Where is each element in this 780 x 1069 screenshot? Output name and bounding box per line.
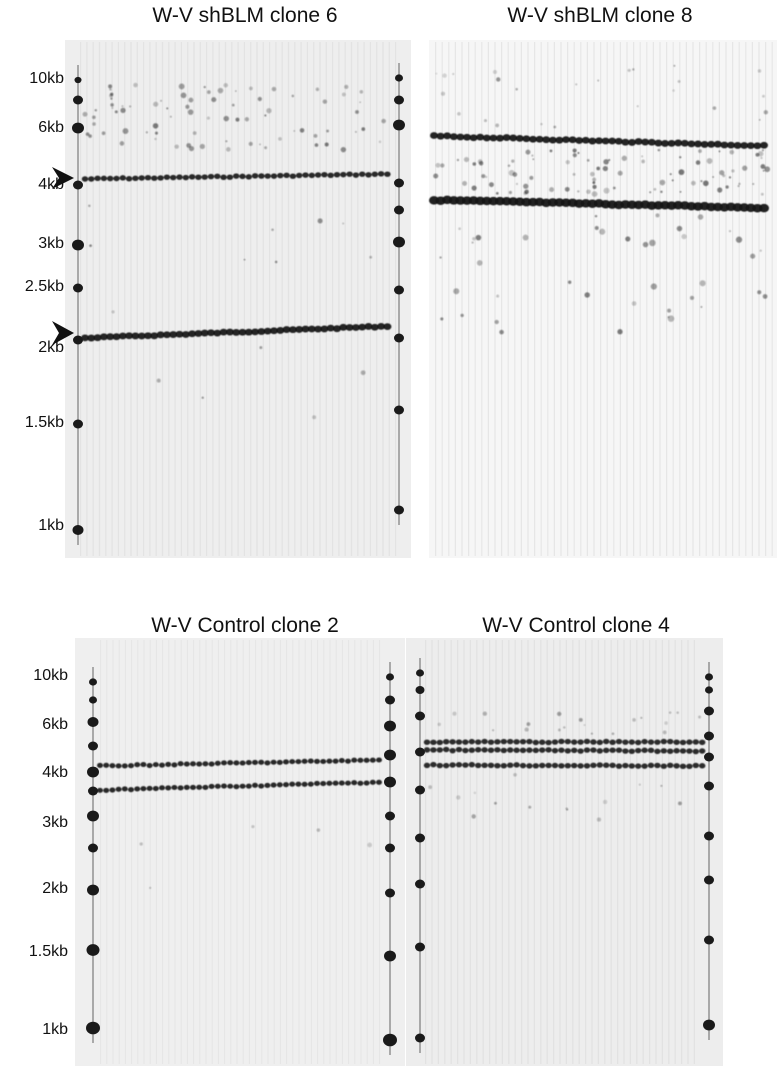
marker-label-1kb-bottom: 1kb — [42, 1021, 68, 1038]
marker-label-6kb-bottom: 6kb — [42, 716, 68, 733]
panel-title-shblm-clone-8: W-V shBLM clone 8 — [507, 4, 693, 27]
gel-control-clone-4 — [406, 638, 723, 1066]
marker-label-1-5kb-bottom: 1.5kb — [28, 943, 68, 960]
marker-label-3kb-top: 3kb — [38, 235, 64, 252]
arrowhead-lower — [52, 321, 74, 345]
marker-label-3kb-bottom: 3kb — [42, 814, 68, 831]
marker-label-1kb-top: 1kb — [38, 517, 64, 534]
panel-title-control-clone-2: W-V Control clone 2 — [151, 614, 339, 637]
marker-label-2-5kb-top: 2.5kb — [24, 278, 64, 295]
marker-label-6kb-top: 6kb — [38, 119, 64, 136]
gel-shblm-clone-6 — [65, 40, 411, 558]
gel-shblm-clone-8 — [429, 40, 777, 558]
marker-label-4kb-bottom: 4kb — [42, 764, 68, 781]
gel-control-clone-2 — [75, 638, 405, 1066]
panel-title-control-clone-4: W-V Control clone 4 — [482, 614, 670, 637]
marker-label-1-5kb-top: 1.5kb — [24, 414, 64, 431]
marker-label-2kb-top: 2kb — [38, 339, 64, 356]
marker-label-2kb-bottom: 2kb — [42, 880, 68, 897]
marker-label-10kb-top: 10kb — [29, 70, 64, 87]
marker-label-4kb-top: 4kb — [38, 176, 64, 193]
arrowhead-upper — [52, 167, 74, 189]
marker-label-10kb-bottom: 10kb — [33, 667, 68, 684]
panel-title-shblm-clone-6: W-V shBLM clone 6 — [152, 4, 338, 27]
